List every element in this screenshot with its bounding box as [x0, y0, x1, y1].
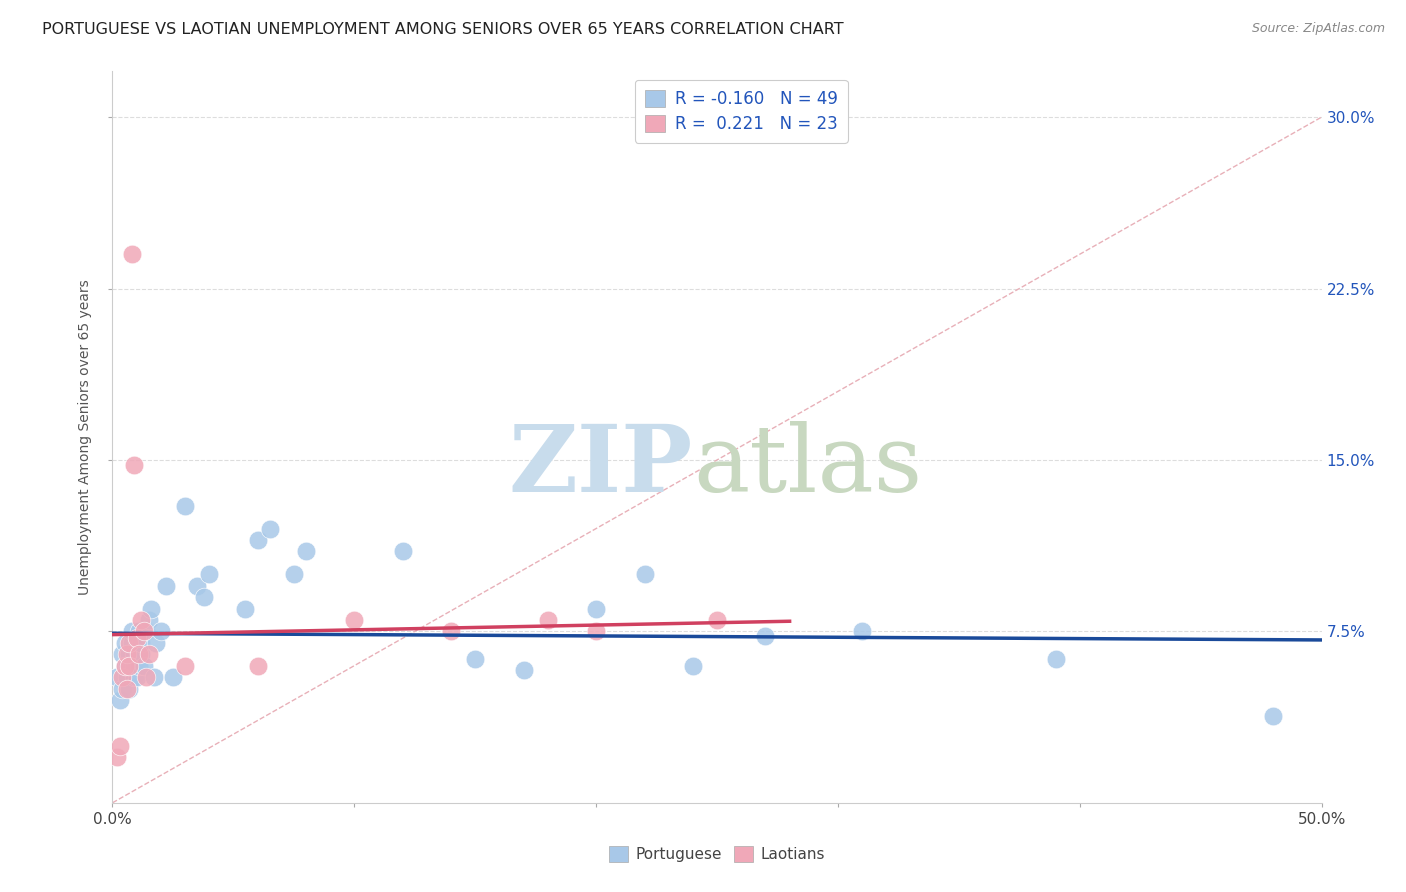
Point [132, 624, 155, 639]
Point [125, 636, 148, 650]
Point [118, 636, 141, 650]
Point [115, 647, 138, 661]
Point [121, 636, 143, 650]
Point [174, 499, 197, 513]
Point [105, 670, 128, 684]
Point [283, 567, 305, 582]
Point [122, 658, 145, 673]
Point [162, 670, 184, 684]
Point [235, 601, 257, 615]
Point [537, 613, 560, 627]
Point [128, 624, 150, 639]
Point [633, 567, 655, 582]
Point [115, 670, 138, 684]
Point [135, 624, 157, 639]
Point [128, 658, 150, 673]
Point [174, 658, 197, 673]
Point [138, 613, 160, 627]
Point [246, 658, 269, 673]
Point [851, 624, 873, 639]
Point [585, 624, 607, 639]
Point [440, 624, 463, 639]
Point [118, 647, 141, 661]
Point [114, 658, 136, 673]
Legend: Portuguese, Laotians: Portuguese, Laotians [603, 840, 831, 868]
Point [121, 624, 143, 639]
Text: atlas: atlas [693, 421, 922, 511]
Point [115, 681, 138, 696]
Point [135, 670, 157, 684]
Point [108, 693, 131, 707]
Point [138, 647, 160, 661]
Point [125, 670, 148, 684]
Point [186, 579, 208, 593]
Point [142, 670, 165, 684]
Point [193, 590, 215, 604]
Point [125, 632, 148, 646]
Point [121, 247, 143, 261]
Point [118, 658, 141, 673]
Point [118, 681, 141, 696]
Point [246, 533, 269, 547]
Point [145, 636, 167, 650]
Point [259, 521, 281, 535]
Text: PORTUGUESE VS LAOTIAN UNEMPLOYMENT AMONG SENIORS OVER 65 YEARS CORRELATION CHART: PORTUGUESE VS LAOTIAN UNEMPLOYMENT AMONG… [42, 22, 844, 37]
Point [149, 624, 172, 639]
Point [131, 613, 153, 627]
Point [108, 739, 131, 753]
Point [682, 658, 704, 673]
Point [706, 613, 728, 627]
Point [114, 636, 136, 650]
Point [128, 647, 150, 661]
Point [295, 544, 318, 558]
Point [105, 750, 128, 764]
Point [132, 658, 155, 673]
Point [122, 458, 145, 472]
Point [122, 670, 145, 684]
Point [141, 601, 163, 615]
Point [1045, 652, 1067, 666]
Point [131, 636, 153, 650]
Point [111, 670, 134, 684]
Point [512, 663, 534, 677]
Point [111, 681, 134, 696]
Y-axis label: Unemployment Among Seniors over 65 years: Unemployment Among Seniors over 65 years [79, 279, 93, 595]
Point [1263, 709, 1285, 723]
Text: Source: ZipAtlas.com: Source: ZipAtlas.com [1251, 22, 1385, 36]
Text: ZIP: ZIP [509, 421, 693, 511]
Point [391, 544, 413, 558]
Point [155, 579, 177, 593]
Point [464, 652, 486, 666]
Point [131, 647, 153, 661]
Point [114, 658, 136, 673]
Point [111, 647, 134, 661]
Point [754, 629, 776, 643]
Point [115, 658, 138, 673]
Point [122, 647, 145, 661]
Point [585, 601, 607, 615]
Point [198, 567, 221, 582]
Point [343, 613, 366, 627]
